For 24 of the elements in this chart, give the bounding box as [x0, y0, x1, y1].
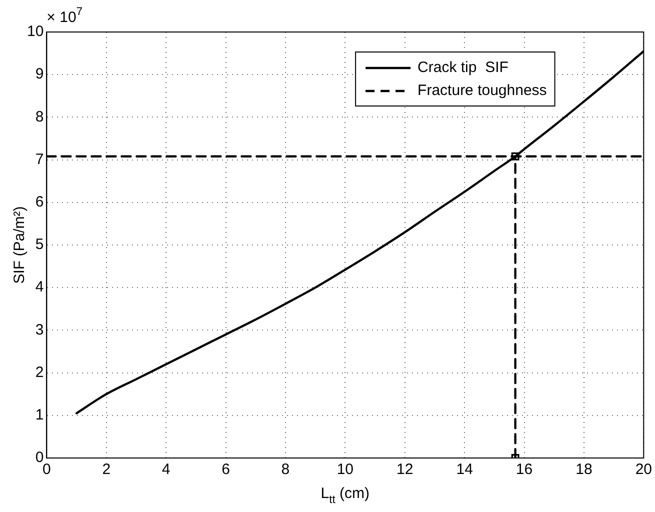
x-tick-label: 16 — [516, 461, 533, 478]
y-tick-label: 1 — [35, 406, 44, 424]
y-tick-label: 2 — [35, 364, 44, 381]
x-tick-label: 14 — [456, 461, 473, 478]
y-tick-label: 9 — [35, 66, 44, 83]
y-tick-label: 6 — [35, 194, 44, 211]
y-tick-label: 3 — [35, 321, 44, 338]
x-tick-label: 10 — [336, 461, 354, 478]
y-tick-label: 5 — [35, 236, 44, 254]
y-tick-label: 0 — [35, 449, 44, 466]
x-tick-label: 2 — [102, 461, 111, 478]
y-tick-label: 7 — [35, 150, 44, 168]
x-tick-label: 20 — [635, 461, 652, 478]
x-tick-label: 18 — [576, 461, 592, 478]
x-tick-label: 6 — [222, 461, 230, 478]
y-tick-label: 8 — [35, 108, 44, 126]
y-tick-label: 4 — [35, 278, 44, 296]
y-tick-label: 10 — [26, 23, 44, 40]
x-tick-label: 12 — [396, 461, 414, 478]
legend-label: Fracture toughness — [418, 82, 547, 100]
y-axis-title: SIF (Pa/m²) — [11, 206, 28, 284]
legend-label: Crack tip SIF — [418, 59, 508, 76]
x-tick-label: 4 — [162, 461, 170, 478]
x-tick-label: 8 — [281, 461, 290, 478]
